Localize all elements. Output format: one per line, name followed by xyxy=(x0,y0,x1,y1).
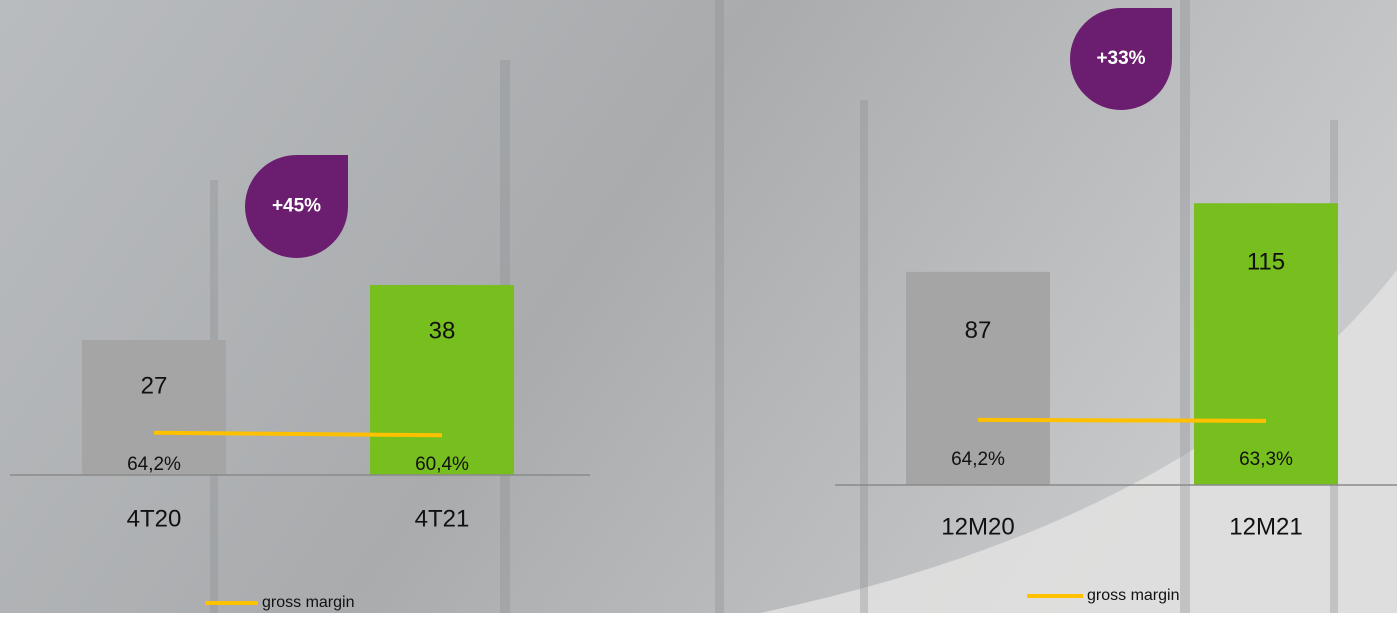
bar xyxy=(82,340,226,475)
badge xyxy=(1070,8,1172,110)
line-value-label: 64,2% xyxy=(127,454,181,475)
line-value-label: 60,4% xyxy=(415,454,469,475)
line xyxy=(977,417,1267,423)
bar xyxy=(906,271,1050,485)
line xyxy=(153,430,443,438)
value-label: 38 xyxy=(429,317,456,344)
x-tick-label: 12M21 xyxy=(1229,513,1302,540)
badge-label: +45% xyxy=(272,196,321,217)
x-tick-label: 12M20 xyxy=(941,513,1014,540)
bar xyxy=(1194,203,1338,485)
line-value-label: 64,2% xyxy=(951,449,1005,470)
legend-label: gross margin xyxy=(1087,587,1179,604)
value-label: 115 xyxy=(1247,249,1285,276)
badge-label: +33% xyxy=(1096,48,1145,69)
line-value-label: 63,3% xyxy=(1239,449,1293,470)
bar xyxy=(370,285,514,475)
legend-label: gross margin xyxy=(262,594,354,611)
x-tick-label: 4T20 xyxy=(127,505,182,532)
badge xyxy=(245,155,348,258)
x-tick-label: 4T21 xyxy=(415,505,470,532)
background-curve xyxy=(760,270,1397,613)
value-label: 27 xyxy=(141,372,168,399)
value-label: 87 xyxy=(965,317,992,344)
